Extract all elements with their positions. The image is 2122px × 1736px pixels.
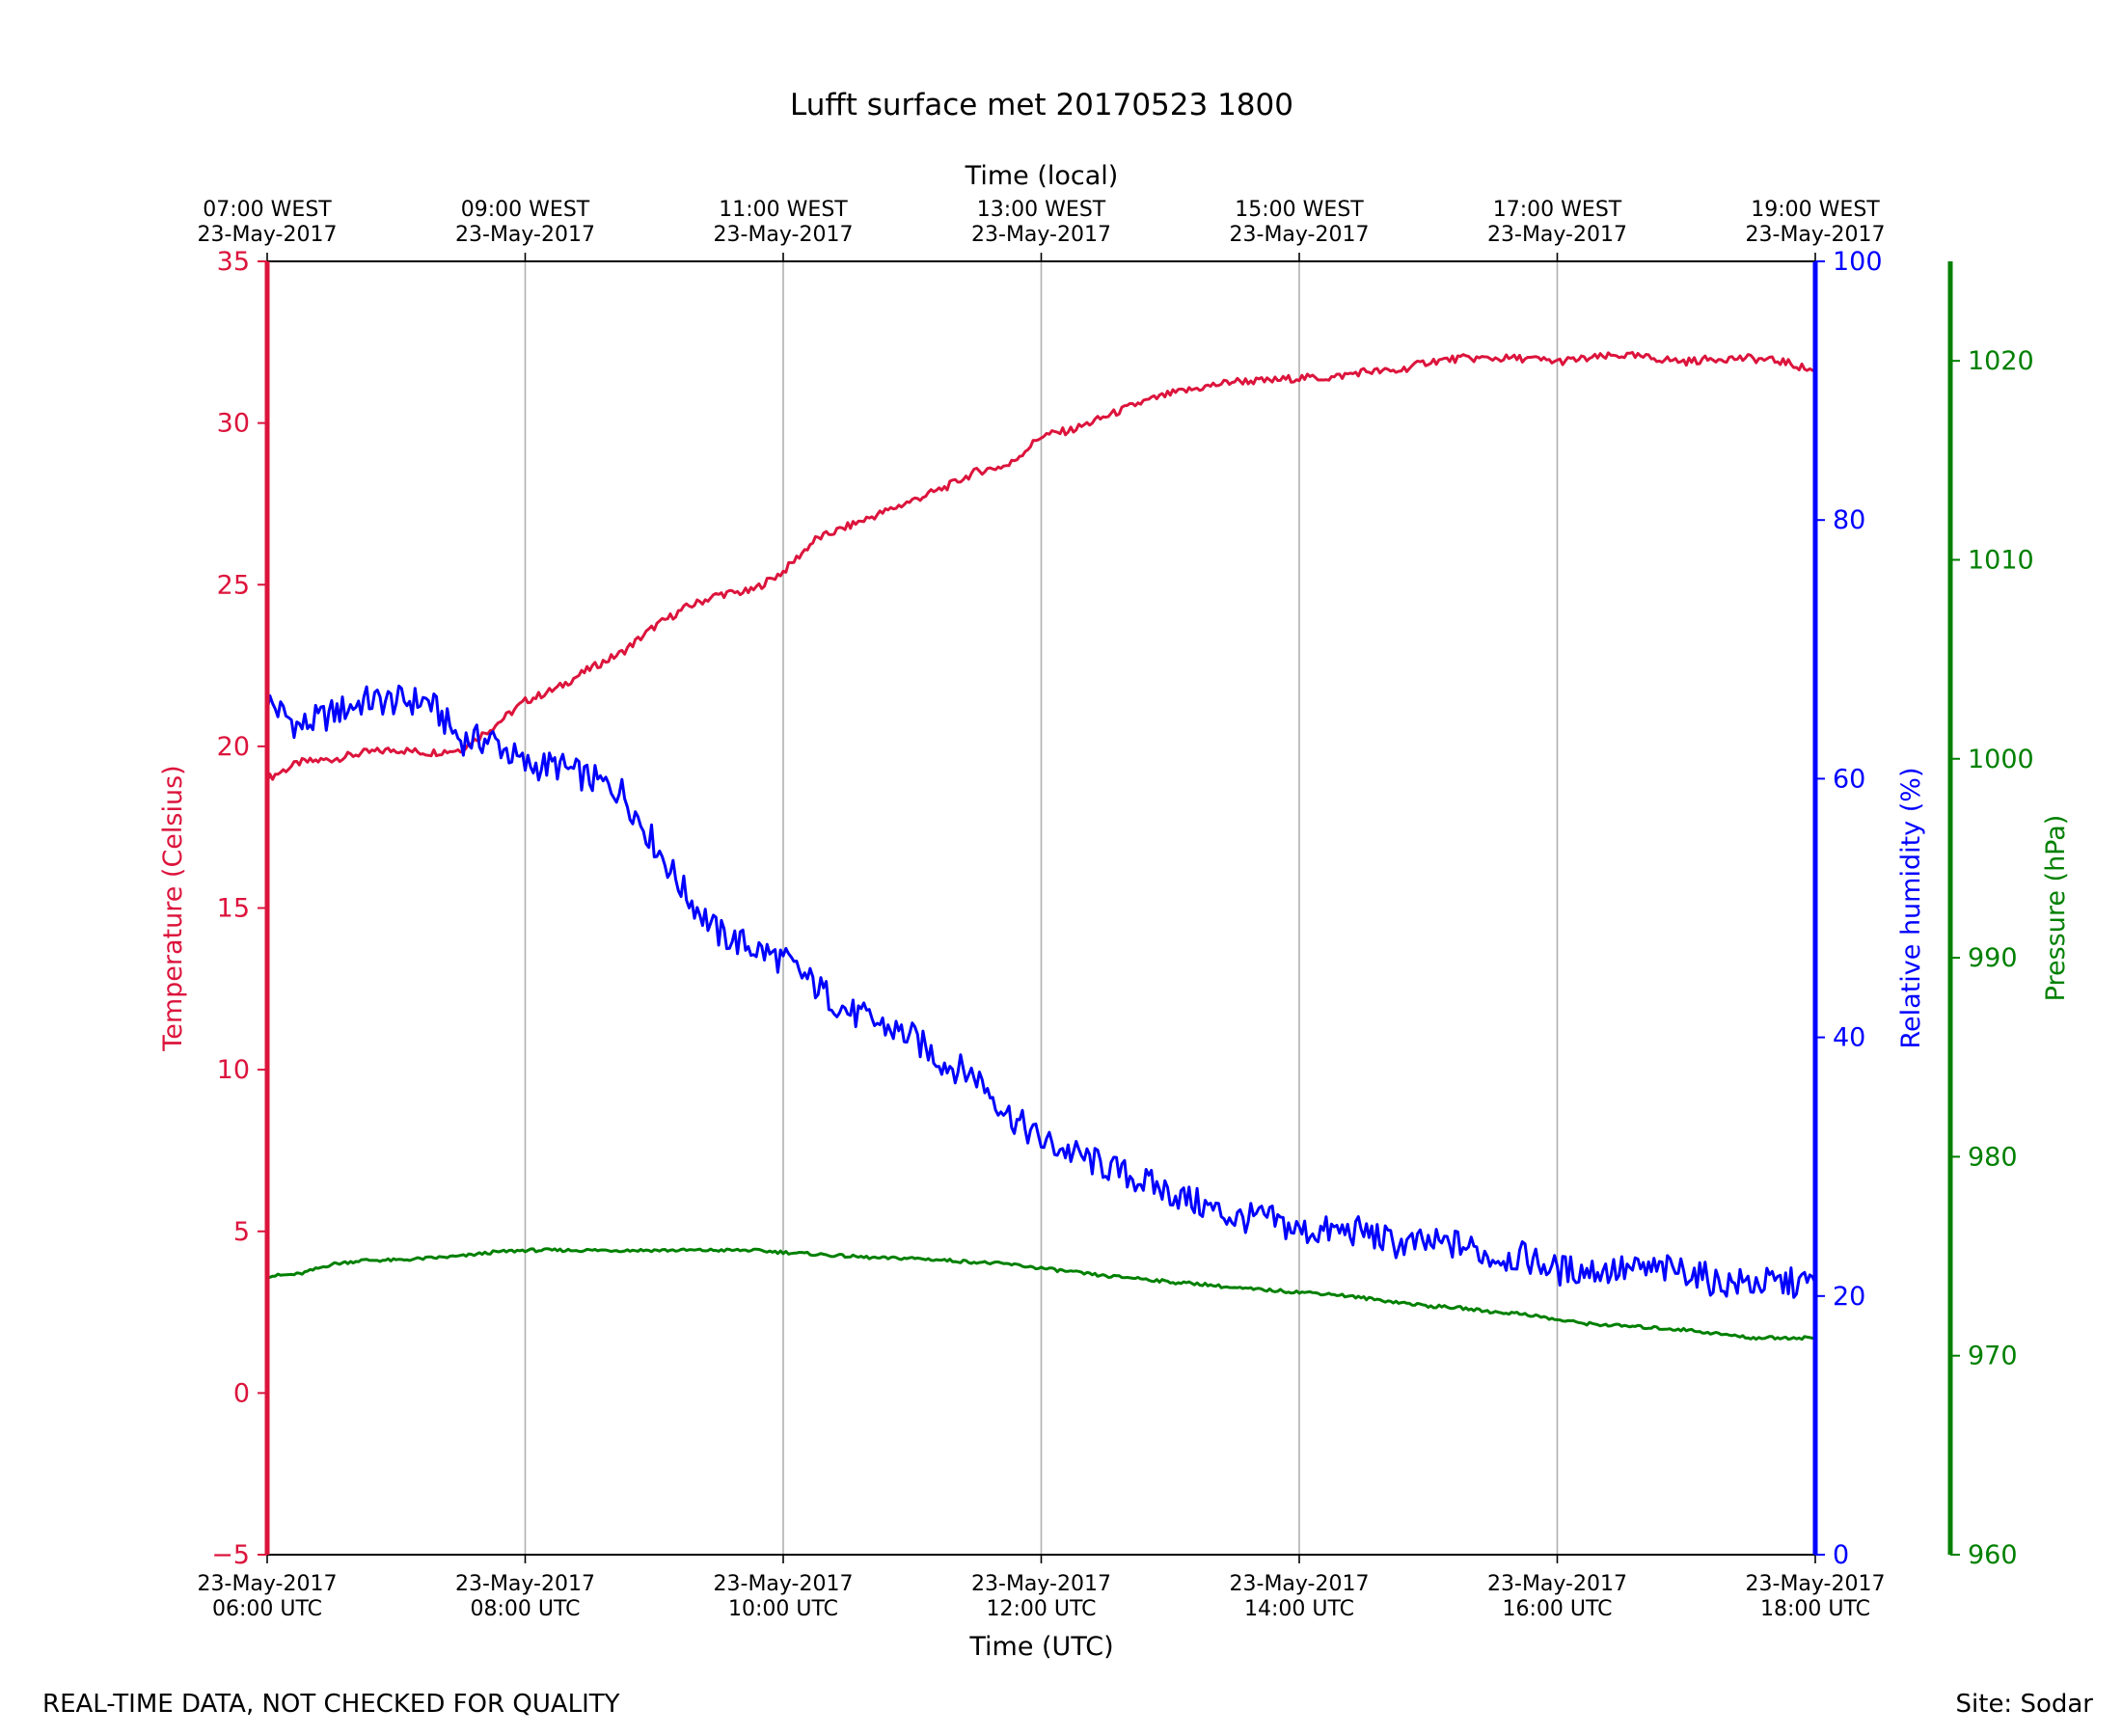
x-tick-label: 18:00 UTC xyxy=(1760,1597,1870,1621)
pres-tick-label: 1010 xyxy=(1968,545,2034,575)
x-tick-label: 23-May-2017 xyxy=(1230,1572,1370,1596)
pres-tick-label: 980 xyxy=(1968,1142,2018,1172)
top-tick-label: 11:00 WEST xyxy=(719,198,848,222)
rh-axis-label: Relative humidity (%) xyxy=(1896,767,1926,1048)
series-layer xyxy=(265,351,1817,1342)
rh-tick-label: 40 xyxy=(1833,1023,1865,1053)
top-tick-label: 19:00 WEST xyxy=(1751,198,1880,222)
x-tick-label: 23-May-2017 xyxy=(1487,1572,1627,1596)
pres-tick-label: 1000 xyxy=(1968,745,2034,774)
footer-note: REAL-TIME DATA, NOT CHECKED FOR QUALITY xyxy=(42,1690,620,1719)
x-tick-label: 08:00 UTC xyxy=(470,1597,580,1621)
x-tick-label: 10:00 UTC xyxy=(728,1597,838,1621)
top-tick-label: 23-May-2017 xyxy=(1487,223,1627,247)
series-pres-line xyxy=(266,1247,1816,1342)
temp-tick-label: 25 xyxy=(217,570,250,600)
x-tick-label: 23-May-2017 xyxy=(455,1572,595,1596)
top-tick-label: 23-May-2017 xyxy=(198,223,338,247)
rh-tick-label: 80 xyxy=(1833,505,1865,535)
top-tick-label: 23-May-2017 xyxy=(971,223,1111,247)
top-tick-label: 23-May-2017 xyxy=(455,223,595,247)
pres-tick-label: 970 xyxy=(1968,1342,2018,1371)
pres-tick-label: 960 xyxy=(1968,1540,2018,1570)
rh-tick-label: 100 xyxy=(1833,247,1883,277)
temp-tick-label: 15 xyxy=(217,894,250,924)
x-tick-label: 16:00 UTC xyxy=(1502,1597,1612,1621)
x-tick-label: 23-May-2017 xyxy=(198,1572,338,1596)
temp-tick-label: 35 xyxy=(217,247,250,277)
top-tick-label: 23-May-2017 xyxy=(1230,223,1370,247)
x-axis-label: Time (UTC) xyxy=(968,1632,1113,1662)
x-tick-label: 06:00 UTC xyxy=(212,1597,322,1621)
top-tick-label: 17:00 WEST xyxy=(1493,198,1622,222)
x-tick-label: 23-May-2017 xyxy=(971,1572,1111,1596)
temp-tick-label: 30 xyxy=(217,409,250,439)
footer-site: Site: Sodar xyxy=(1956,1690,2094,1719)
rh-tick-label: 60 xyxy=(1833,764,1865,794)
temp-tick-label: 0 xyxy=(233,1378,250,1408)
top-tick-label: 23-May-2017 xyxy=(1746,223,1886,247)
temp-tick-label: −5 xyxy=(211,1540,250,1570)
top-tick-label: 07:00 WEST xyxy=(203,198,332,222)
grid xyxy=(524,261,1559,1555)
pres-tick-label: 990 xyxy=(1968,943,2018,973)
series-rh-line xyxy=(265,684,1817,1299)
x-tick-label: 23-May-2017 xyxy=(1746,1572,1886,1596)
top-tick-label: 13:00 WEST xyxy=(977,198,1106,222)
temp-tick-label: 10 xyxy=(217,1055,250,1085)
pres-tick-label: 1020 xyxy=(1968,346,2034,376)
temp-tick-label: 20 xyxy=(217,732,250,762)
temp-axis-label: Temperature (Celsius) xyxy=(158,765,188,1051)
rh-tick-label: 0 xyxy=(1833,1540,1849,1570)
top-tick-label: 23-May-2017 xyxy=(714,223,854,247)
series-temp-line xyxy=(265,351,1816,783)
x-tick-label: 14:00 UTC xyxy=(1244,1597,1354,1621)
temp-tick-label: 5 xyxy=(233,1217,250,1247)
pres-axis-label: Pressure (hPa) xyxy=(2041,815,2071,1002)
chart-title: Lufft surface met 20170523 1800 xyxy=(790,88,1293,122)
top-tick-label: 15:00 WEST xyxy=(1235,198,1364,222)
top-tick-label: 09:00 WEST xyxy=(461,198,590,222)
x-tick-label: 12:00 UTC xyxy=(986,1597,1096,1621)
rh-tick-label: 20 xyxy=(1833,1282,1865,1312)
top-axis-label: Time (local) xyxy=(965,161,1119,191)
x-tick-label: 23-May-2017 xyxy=(714,1572,854,1596)
